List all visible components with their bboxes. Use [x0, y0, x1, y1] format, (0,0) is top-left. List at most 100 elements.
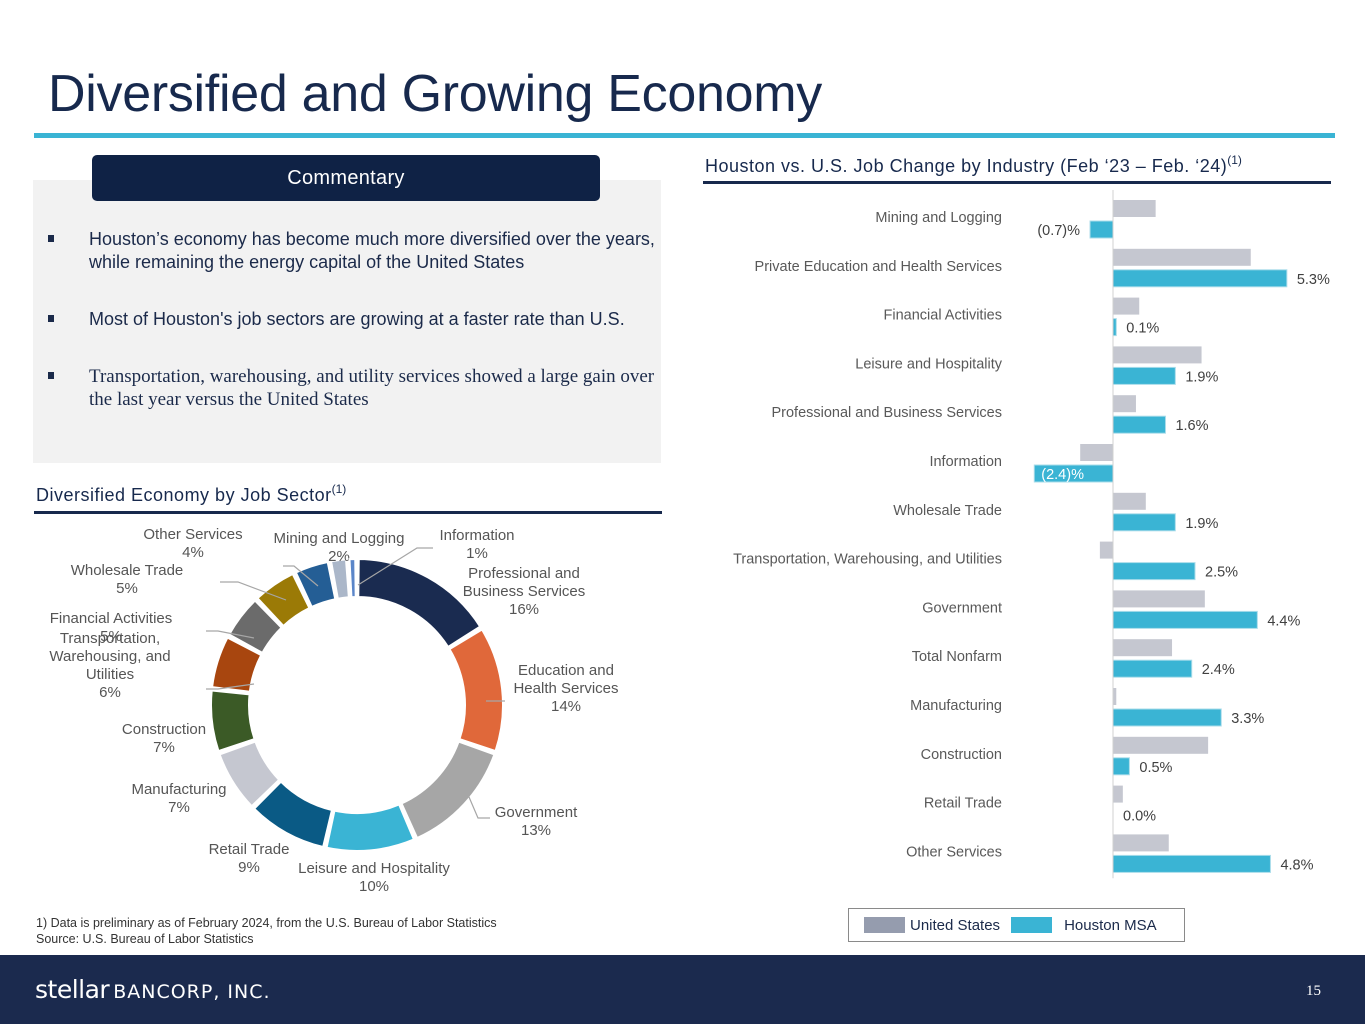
logo-wordmark: stellar: [35, 975, 110, 1004]
footer-bar: stellar BANCORP, INC. 15: [0, 955, 1365, 1024]
bar-data-label-houston: 2.5%: [1205, 565, 1238, 581]
commentary-panel: [33, 180, 661, 463]
bar-houston-mining-and-logging: [1089, 220, 1114, 239]
bar-category-label: Other Services: [906, 844, 1002, 860]
legend-swatch-us: [864, 917, 905, 933]
donut-slice-information: [348, 557, 357, 599]
bar-chart: Mining and Logging (0.7)% Private Educatio…: [733, 190, 1330, 879]
footnote-ref: (1): [331, 482, 347, 496]
donut-label-transportation-warehousing-and-utilities: Transportation, Warehousing, and Utilities…: [49, 630, 170, 701]
donut-chart: Professional and Business Services 16% Educ…: [49, 526, 618, 895]
donut-leader-line: [206, 630, 255, 639]
bar-category-label: Mining and Logging: [875, 210, 1002, 226]
bar-category-label: Financial Activities: [884, 308, 1002, 324]
donut-slice-professional-and-business-services: [357, 557, 482, 649]
bar-data-label-houston: 1.9%: [1185, 516, 1218, 532]
bar-data-label-houston: 0.0%: [1123, 809, 1156, 825]
footnote-1: 1) Data is preliminary as of February 20…: [36, 916, 497, 930]
donut-slice-mining-and-logging: [329, 558, 350, 600]
bar-data-label-houston: 3.3%: [1231, 711, 1264, 727]
legend-item-us: United States: [864, 917, 1000, 934]
bar-category-label: Professional and Business Services: [771, 405, 1002, 421]
bar-us-financial-activities: [1113, 297, 1140, 315]
bar-data-label-houston: 0.1%: [1126, 321, 1159, 337]
bar-category-label: Information: [929, 454, 1002, 470]
bar-section-title-text: Houston vs. U.S. Job Change by Industry …: [705, 156, 1228, 176]
bar-us-construction: [1113, 736, 1209, 754]
bar-data-label-houston: 4.8%: [1280, 857, 1313, 873]
bar-us-manufacturing: [1113, 688, 1117, 705]
donut-slice-construction: [210, 689, 256, 753]
bar-category-label: Manufacturing: [910, 698, 1002, 714]
bar-us-mining-and-logging: [1113, 200, 1156, 217]
bar-data-label-houston: 0.5%: [1139, 760, 1172, 776]
bar-houston-government: [1112, 610, 1258, 629]
donut-label-construction: Construction 7%: [122, 721, 206, 756]
donut-leader-line: [206, 683, 255, 690]
bar-us-government: [1113, 590, 1205, 608]
bar-houston-professional-and-business-services: [1112, 415, 1166, 434]
bar-us-private-education-and-health-services: [1113, 248, 1251, 266]
donut-leader-line: [465, 789, 490, 819]
bar-data-label-houston: (2.4)%: [1041, 467, 1084, 483]
donut-section-title-text: Diversified Economy by Job Sector: [36, 485, 332, 505]
page-title: Diversified and Growing Economy: [48, 65, 822, 123]
donut-label-retail-trade: Retail Trade 9%: [209, 841, 290, 876]
donut-leader-line: [357, 547, 433, 586]
donut-label-information: Information 1%: [439, 527, 514, 562]
legend-item-houston: Houston MSA: [1011, 917, 1157, 934]
logo-subtitle: BANCORP, INC.: [113, 981, 271, 1003]
bar-us-professional-and-business-services: [1113, 395, 1136, 413]
bar-section-title: Houston vs. U.S. Job Change by Industry …: [705, 153, 1242, 177]
donut-slice-transportation-warehousing-and-utilities: [210, 636, 263, 693]
bar-category-label: Transportation, Warehousing, and Utiliti…: [733, 552, 1002, 568]
bar-houston-transportation-warehousing-and-utilities: [1112, 562, 1196, 581]
bar-data-label-houston: 5.3%: [1297, 272, 1330, 288]
donut-slice-wholesale-trade: [256, 572, 311, 628]
bar-section-rule: [703, 181, 1331, 184]
bar-houston-wholesale-trade: [1112, 513, 1176, 532]
donut-slice-retail-trade: [252, 780, 334, 849]
page-number: 15: [1306, 983, 1321, 999]
bar-data-label-houston: 2.4%: [1202, 662, 1235, 678]
title-underline: [34, 133, 1335, 138]
commentary-bullets: Houston’s economy has become much more d…: [46, 228, 656, 411]
bar-us-other-services: [1113, 834, 1169, 852]
bar-us-retail-trade: [1113, 785, 1123, 803]
bar-data-label-houston: 1.6%: [1175, 418, 1208, 434]
source-note: Source: U.S. Bureau of Labor Statistics: [36, 932, 254, 946]
company-logo: stellar BANCORP, INC.: [35, 975, 271, 1004]
donut-section-title: Diversified Economy by Job Sector(1): [36, 482, 346, 506]
commentary-header: Commentary: [92, 155, 600, 201]
bar-houston-private-education-and-health-services: [1112, 269, 1288, 288]
legend-label-houston: Houston MSA: [1064, 916, 1157, 934]
donut-label-other-services: Other Services 4%: [143, 526, 242, 561]
bar-houston-manufacturing: [1112, 708, 1222, 727]
donut-leader-line: [220, 581, 287, 601]
legend-label-us: United States: [910, 916, 1001, 934]
donut-slice-financial-activities: [227, 599, 283, 655]
donut-label-manufacturing: Manufacturing 7%: [131, 781, 226, 816]
bar-us-transportation-warehousing-and-utilities: [1099, 541, 1113, 559]
bar-category-label: Construction: [921, 747, 1002, 763]
donut-slice-education-and-health-services: [448, 628, 504, 753]
bar-data-label-houston: (0.7)%: [1037, 223, 1080, 239]
bar-us-leisure-and-hospitality: [1113, 346, 1202, 364]
bar-houston-leisure-and-hospitality: [1112, 366, 1176, 385]
bar-category-label: Leisure and Hospitality: [855, 356, 1002, 372]
bar-category-label: Government: [922, 600, 1002, 616]
footnote-ref: (1): [1227, 153, 1242, 167]
bar-category-label: Wholesale Trade: [893, 503, 1002, 519]
bar-houston-total-nonfarm: [1112, 659, 1193, 678]
footnotes: 1) Data is preliminary as of February 20…: [36, 915, 497, 947]
bar-us-wholesale-trade: [1113, 492, 1146, 510]
donut-slice-leisure-and-hospitality: [325, 803, 416, 852]
bar-data-label-houston: 4.4%: [1267, 613, 1300, 629]
commentary-bullet: Most of Houston's job sectors are growin…: [46, 308, 656, 331]
donut-label-education-and-health-services: Education and Health Services 14%: [513, 662, 618, 715]
donut-slice-manufacturing: [218, 740, 281, 808]
bar-category-label: Private Education and Health Services: [755, 259, 1002, 275]
bar-data-label-houston: 1.9%: [1185, 369, 1218, 385]
donut-label-wholesale-trade: Wholesale Trade 5%: [71, 562, 184, 597]
bar-category-label: Retail Trade: [924, 796, 1002, 812]
